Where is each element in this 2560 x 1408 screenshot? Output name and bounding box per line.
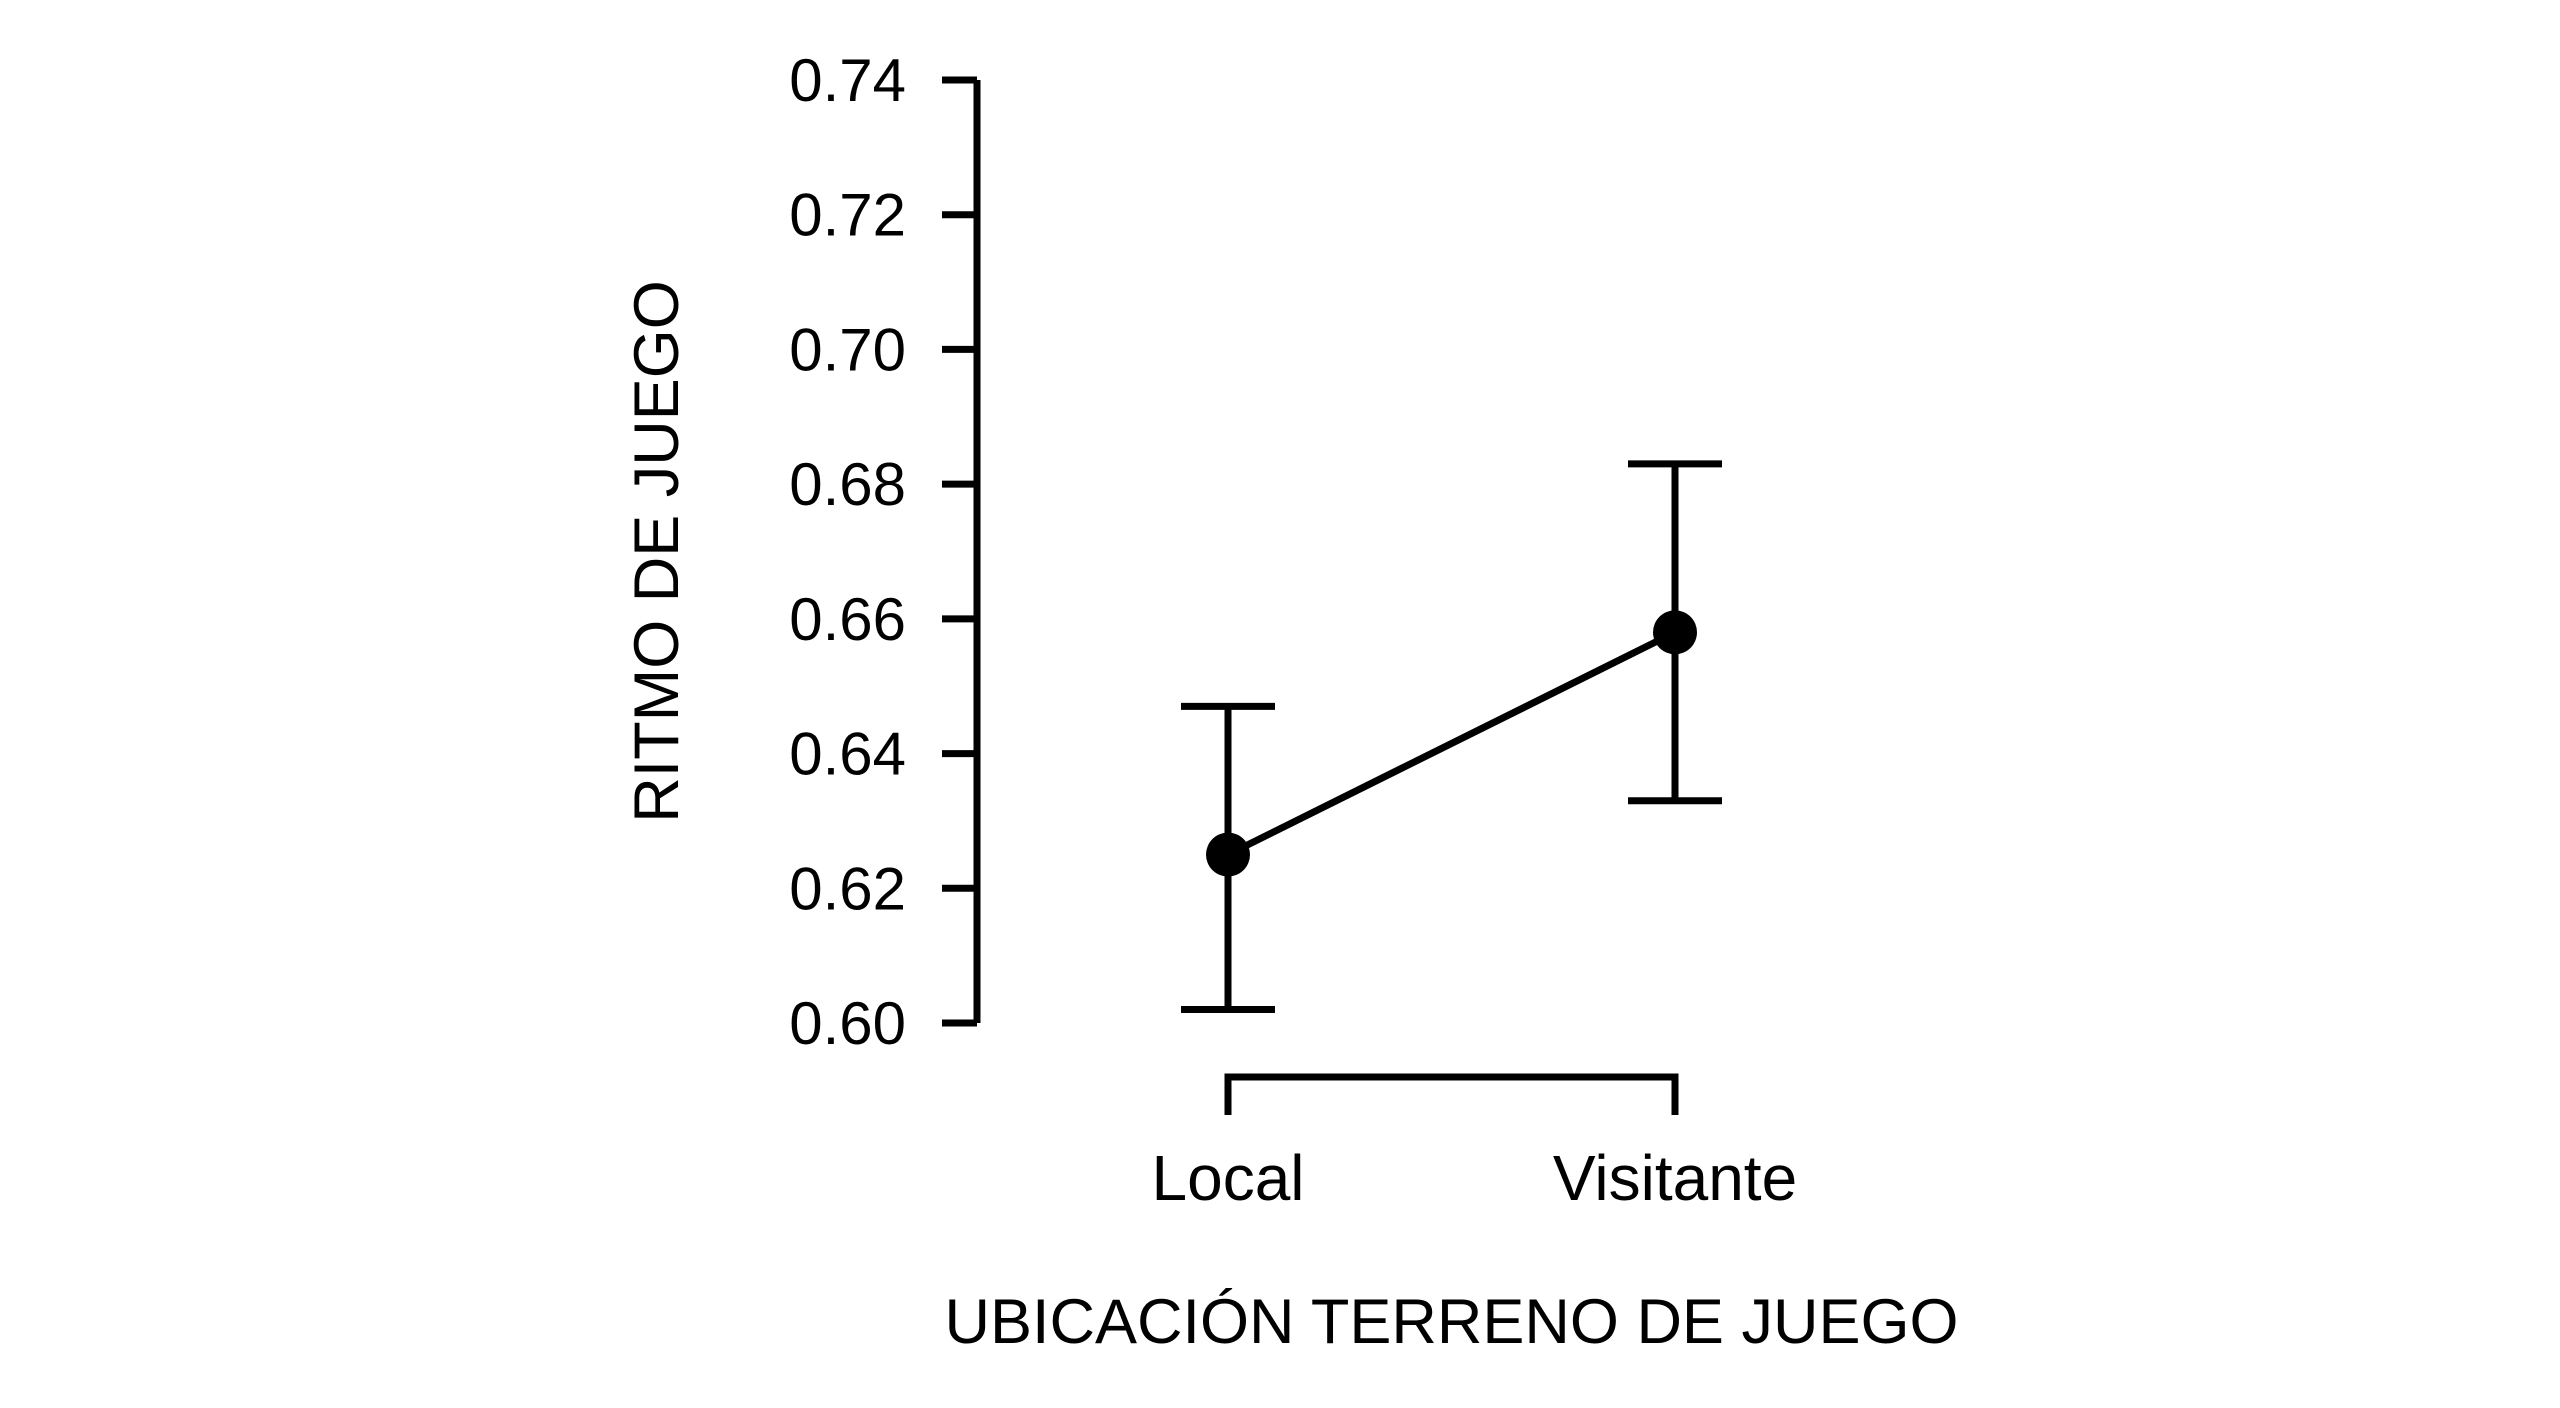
data-series — [1181, 460, 1722, 1014]
y-axis-tick-label: 0.66 — [789, 586, 906, 653]
y-axis-tick-label: 0.62 — [789, 855, 906, 922]
y-axis-tick-label: 0.70 — [789, 316, 906, 383]
y-axis-tick-label: 0.60 — [789, 990, 906, 1057]
y-axis-tick-label: 0.68 — [789, 451, 906, 518]
data-point-local — [1206, 832, 1250, 877]
y-axis-tick-label: 0.72 — [789, 182, 906, 249]
y-axis-tick-label: 0.64 — [789, 721, 906, 788]
x-axis: Local Visitante — [1152, 1073, 1797, 1214]
x-axis-category-label-local: Local — [1152, 1142, 1305, 1214]
y-axis-title: RITMO DE JUEGO — [622, 280, 692, 823]
y-axis-tick-label: 0.74 — [789, 47, 906, 114]
series-line — [1226, 629, 1677, 858]
y-axis: 0.60 0.62 0.64 0.66 0.68 0.70 0.72 0.74 — [789, 47, 981, 1057]
x-axis-title: UBICACIÓN TERRENO DE JUEGO — [945, 1287, 1959, 1357]
axis-titles: RITMO DE JUEGO UBICACIÓN TERRENO DE JUEGO — [622, 280, 1958, 1357]
data-point-visitante — [1653, 610, 1697, 655]
x-axis-category-label-visitante: Visitante — [1553, 1142, 1797, 1214]
x-axis-bracket — [1224, 1073, 1679, 1115]
